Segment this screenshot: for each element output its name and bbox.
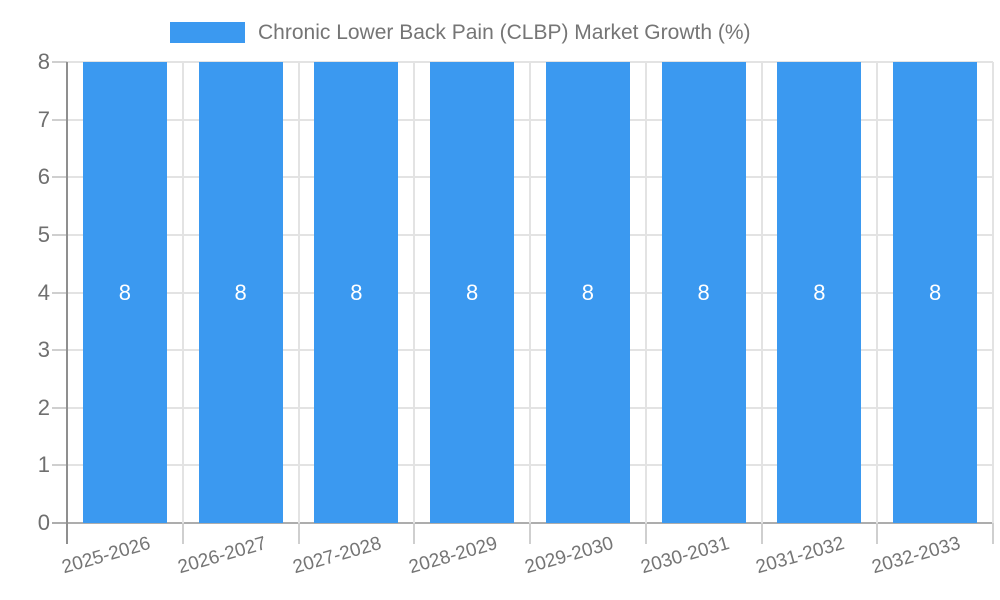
bar[interactable]: 8 bbox=[314, 62, 399, 523]
gridline-vertical bbox=[876, 62, 879, 523]
x-axis-tick bbox=[760, 523, 763, 544]
bar-value-label: 8 bbox=[581, 279, 594, 305]
y-axis-label: 3 bbox=[37, 337, 50, 363]
gridline-vertical bbox=[413, 62, 416, 523]
gridline-vertical bbox=[181, 62, 184, 523]
bar-value-label: 8 bbox=[118, 279, 131, 305]
gridline-vertical bbox=[992, 62, 994, 523]
y-axis-label: 6 bbox=[37, 164, 50, 190]
x-axis-tick bbox=[413, 523, 416, 544]
x-axis-baseline bbox=[52, 522, 993, 524]
bar[interactable]: 8 bbox=[661, 62, 746, 523]
y-axis-tick bbox=[52, 233, 67, 236]
bar[interactable]: 8 bbox=[82, 62, 167, 523]
gridline-vertical bbox=[297, 62, 300, 523]
bar[interactable]: 8 bbox=[545, 62, 630, 523]
bar[interactable]: 8 bbox=[777, 62, 862, 523]
gridline-vertical bbox=[529, 62, 531, 523]
legend-swatch bbox=[170, 22, 245, 43]
gridline-vertical bbox=[644, 62, 647, 523]
y-axis-label: 5 bbox=[37, 221, 50, 247]
x-axis-tick bbox=[181, 523, 184, 544]
y-axis-label: 2 bbox=[37, 394, 50, 420]
bar[interactable]: 8 bbox=[430, 62, 515, 523]
x-axis-tick bbox=[66, 523, 68, 544]
bar-value-label: 8 bbox=[234, 279, 247, 305]
gridline-vertical bbox=[760, 62, 763, 523]
x-axis-tick bbox=[992, 523, 994, 544]
bar-value-label: 8 bbox=[466, 279, 479, 305]
y-axis-tick bbox=[52, 118, 67, 121]
x-axis-tick bbox=[876, 523, 879, 544]
chart-legend[interactable]: Chronic Lower Back Pain (CLBP) Market Gr… bbox=[170, 20, 751, 45]
y-axis-tick bbox=[52, 291, 67, 294]
bar[interactable]: 8 bbox=[893, 62, 978, 523]
bar-value-label: 8 bbox=[813, 279, 826, 305]
legend-label: Chronic Lower Back Pain (CLBP) Market Gr… bbox=[258, 21, 751, 44]
y-axis-label: 4 bbox=[37, 279, 50, 305]
y-axis-tick bbox=[52, 349, 67, 352]
bar-value-label: 8 bbox=[350, 279, 363, 305]
bar-value-label: 8 bbox=[697, 279, 710, 305]
y-axis-tick bbox=[52, 406, 67, 409]
y-axis-tick bbox=[52, 61, 67, 63]
y-axis-label: 1 bbox=[37, 452, 50, 478]
y-axis-tick bbox=[52, 176, 67, 179]
y-axis-label: 0 bbox=[37, 510, 50, 535]
y-axis-label: 8 bbox=[37, 49, 50, 74]
x-axis-tick bbox=[644, 523, 647, 544]
x-axis-tick bbox=[529, 523, 531, 544]
y-axis-line bbox=[66, 62, 68, 523]
y-axis-tick bbox=[52, 464, 67, 467]
x-axis-tick bbox=[297, 523, 300, 544]
bar[interactable]: 8 bbox=[198, 62, 283, 523]
y-axis-label: 7 bbox=[37, 106, 50, 132]
bar-value-label: 8 bbox=[929, 279, 942, 305]
